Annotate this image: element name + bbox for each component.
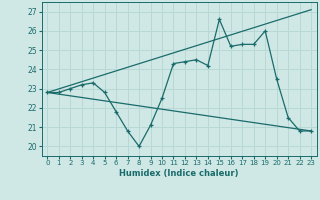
X-axis label: Humidex (Indice chaleur): Humidex (Indice chaleur) [119,169,239,178]
